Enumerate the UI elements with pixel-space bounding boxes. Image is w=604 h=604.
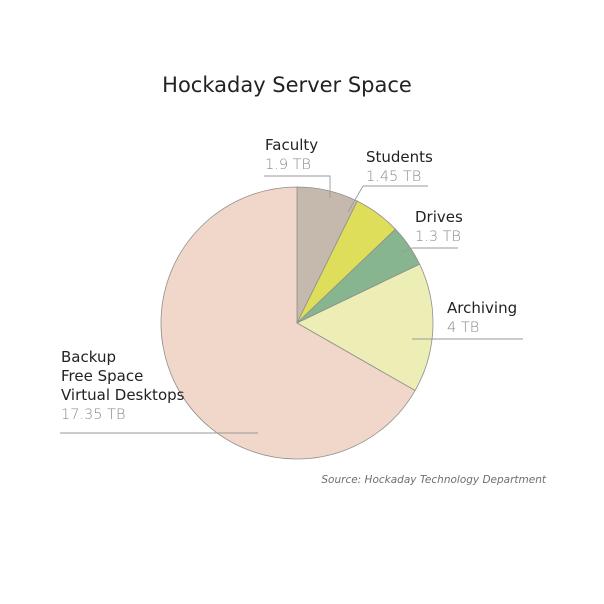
pie-slices xyxy=(160,186,434,460)
label-leaders xyxy=(60,175,523,434)
chart-title: Hockaday Server Space xyxy=(162,73,412,97)
source-note: Source: Hockaday Technology Department xyxy=(321,474,546,486)
pie-slice-archiving xyxy=(296,263,434,392)
leader-line-faculty xyxy=(264,175,331,198)
slice-value-faculty: 1.9 TB xyxy=(265,157,311,173)
slice-labels: Faculty 1.9 TB Students 1.45 TB Drives 1.3 TB… xyxy=(61,136,517,423)
slice-value-archiving: 4 TB xyxy=(447,320,479,336)
slice-label-backup: Virtual Desktops xyxy=(61,386,185,404)
slice-label-faculty: Faculty xyxy=(265,136,318,154)
slice-value-students: 1.45 TB xyxy=(366,169,421,185)
slice-label-students: Students xyxy=(366,148,433,166)
leader-tick-students xyxy=(347,185,364,213)
leader-tick-drives xyxy=(401,247,413,253)
slice-value-backup: 17.35 TB xyxy=(61,407,125,423)
pie-slice-backup xyxy=(160,186,416,460)
slice-label-backup: Backup xyxy=(61,348,116,366)
slice-label-archiving: Archiving xyxy=(447,299,517,317)
slice-value-drives: 1.3 TB xyxy=(415,229,461,245)
slice-label-drives: Drives xyxy=(415,208,463,226)
slice-label-backup: Free Space xyxy=(61,367,143,385)
